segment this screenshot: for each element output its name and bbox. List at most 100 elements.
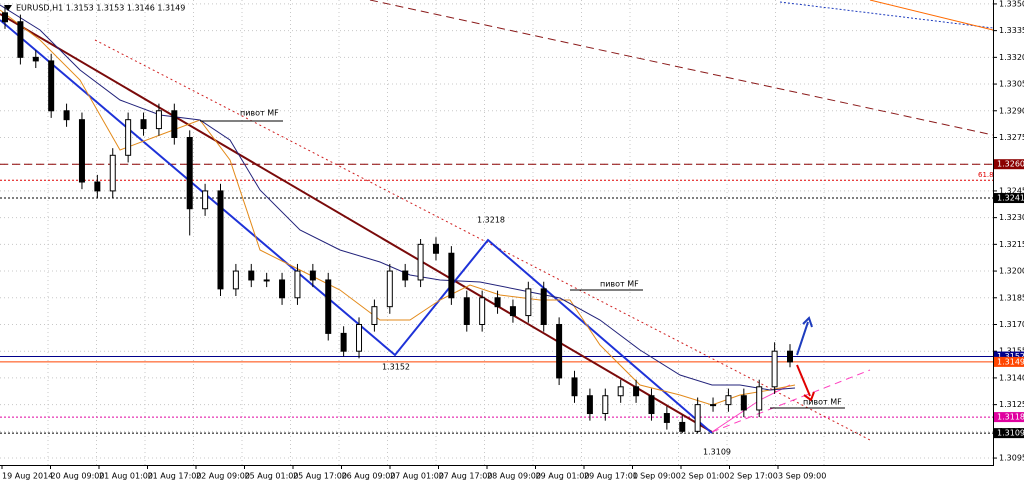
candle-body bbox=[571, 377, 578, 397]
level-tag bbox=[994, 356, 1024, 367]
channel-line bbox=[869, 0, 994, 31]
x-tick-label: 20 Aug 09:00 bbox=[51, 472, 105, 481]
price-axis bbox=[994, 0, 1024, 466]
candle-body bbox=[186, 136, 193, 210]
arrow-head bbox=[803, 391, 815, 402]
x-tick-label: 27 Aug 17:00 bbox=[439, 472, 493, 481]
candle-body bbox=[617, 386, 624, 397]
trend-line bbox=[94, 39, 871, 441]
candle-body bbox=[232, 270, 239, 290]
trend-line bbox=[0, 13, 713, 433]
y-tick-label: 1.3095 bbox=[999, 454, 1024, 463]
fibo-label: 61.8 bbox=[978, 171, 994, 179]
candle-body bbox=[32, 56, 39, 62]
candle-body bbox=[140, 119, 147, 130]
candle-body bbox=[294, 270, 301, 299]
y-tick-label: 1.3140 bbox=[999, 373, 1024, 382]
candles bbox=[2, 5, 793, 434]
x-tick-label: 1 Sep 09:00 bbox=[633, 472, 681, 481]
candle-body bbox=[94, 181, 101, 192]
chart-title: EURUSD,H1 1.3153 1.3153 1.3146 1.3149 bbox=[16, 4, 185, 13]
candle-body bbox=[586, 395, 593, 415]
candle-body bbox=[109, 154, 116, 192]
candle-body bbox=[217, 190, 224, 290]
candle-body bbox=[78, 119, 85, 183]
level-tag bbox=[994, 351, 1024, 362]
x-tick-label: 2 Sep 17:00 bbox=[730, 472, 778, 481]
candle-body bbox=[540, 288, 547, 325]
candle-body bbox=[309, 270, 316, 281]
y-tick-label: 1.3200 bbox=[999, 267, 1024, 276]
y-tick-label: 1.3245 bbox=[999, 186, 1024, 195]
candle-body bbox=[263, 279, 270, 282]
annotation: 1.3152 bbox=[382, 363, 410, 372]
level-label: 1.3260 bbox=[997, 160, 1024, 169]
y-tick-label: 1.3155 bbox=[999, 347, 1024, 356]
candle-body bbox=[740, 395, 747, 411]
candle-body bbox=[525, 288, 532, 317]
y-tick-label: 1.3320 bbox=[999, 53, 1024, 62]
candle-body bbox=[787, 350, 793, 363]
candle-body bbox=[663, 413, 670, 423]
x-tick-label: 3 Sep 09:00 bbox=[778, 472, 826, 481]
candle-body bbox=[202, 190, 209, 210]
x-tick-label: 22 Aug 09:00 bbox=[196, 472, 250, 481]
arrow bbox=[796, 364, 811, 397]
candle-body bbox=[371, 306, 378, 325]
candle-body bbox=[509, 306, 516, 317]
candle-body bbox=[432, 243, 439, 254]
x-tick-label: 29 Aug 17:00 bbox=[584, 472, 638, 481]
annotation: пивот MF bbox=[600, 280, 639, 289]
candle-body bbox=[556, 323, 563, 379]
moving-average bbox=[0, 4, 796, 391]
y-tick-label: 1.3275 bbox=[999, 133, 1024, 142]
channel-line bbox=[369, 0, 994, 136]
x-tick-label: 26 Aug 09:00 bbox=[342, 472, 396, 481]
x-tick-label: 28 Aug 09:00 bbox=[487, 472, 541, 481]
x-tick-label: 19 Aug 2014 bbox=[2, 472, 53, 481]
candle-body bbox=[63, 110, 70, 121]
candle-body bbox=[710, 404, 717, 407]
x-tick-label: 29 Aug 01:00 bbox=[536, 472, 590, 481]
candle-body bbox=[448, 252, 455, 299]
candle-body bbox=[679, 421, 686, 432]
y-tick-label: 1.3185 bbox=[999, 293, 1024, 302]
y-tick-label: 1.3170 bbox=[999, 320, 1024, 329]
level-label: 1.3118 bbox=[997, 413, 1024, 422]
trend-line bbox=[711, 369, 871, 433]
level-tag bbox=[994, 412, 1024, 423]
title-icon bbox=[4, 5, 12, 11]
zigzag bbox=[0, 19, 713, 434]
candle-body bbox=[155, 110, 162, 130]
candle-body bbox=[2, 12, 8, 23]
candle-body bbox=[48, 60, 55, 112]
x-tick-label: 21 Aug 01:00 bbox=[99, 472, 153, 481]
level-label: 1.3241 bbox=[997, 194, 1024, 203]
level-label: 1.3109 bbox=[997, 429, 1024, 438]
level-tag bbox=[994, 159, 1024, 170]
candle-body bbox=[648, 395, 655, 415]
y-tick-label: 1.3305 bbox=[999, 80, 1024, 89]
candle-body bbox=[417, 243, 424, 281]
candle-body bbox=[248, 270, 255, 281]
candle-body bbox=[279, 279, 286, 299]
annotation: пивот MF bbox=[803, 398, 842, 407]
levels: 61.8 bbox=[0, 163, 994, 434]
arrow-head bbox=[802, 316, 813, 328]
candle-body bbox=[694, 404, 701, 432]
y-tick-label: 1.3335 bbox=[999, 26, 1024, 35]
y-tick-label: 1.3125 bbox=[999, 400, 1024, 409]
candle-body bbox=[463, 297, 470, 325]
level-tag bbox=[994, 428, 1024, 439]
arrow bbox=[796, 321, 809, 356]
level-tag bbox=[994, 193, 1024, 204]
y-tick-label: 1.3215 bbox=[999, 240, 1024, 249]
annotation: 1.3218 bbox=[477, 216, 505, 225]
candle-body bbox=[340, 332, 347, 352]
candle-body bbox=[325, 279, 332, 334]
candle-body bbox=[725, 395, 732, 406]
candle-body bbox=[633, 386, 640, 397]
level-label: 1.3149 bbox=[997, 357, 1024, 366]
